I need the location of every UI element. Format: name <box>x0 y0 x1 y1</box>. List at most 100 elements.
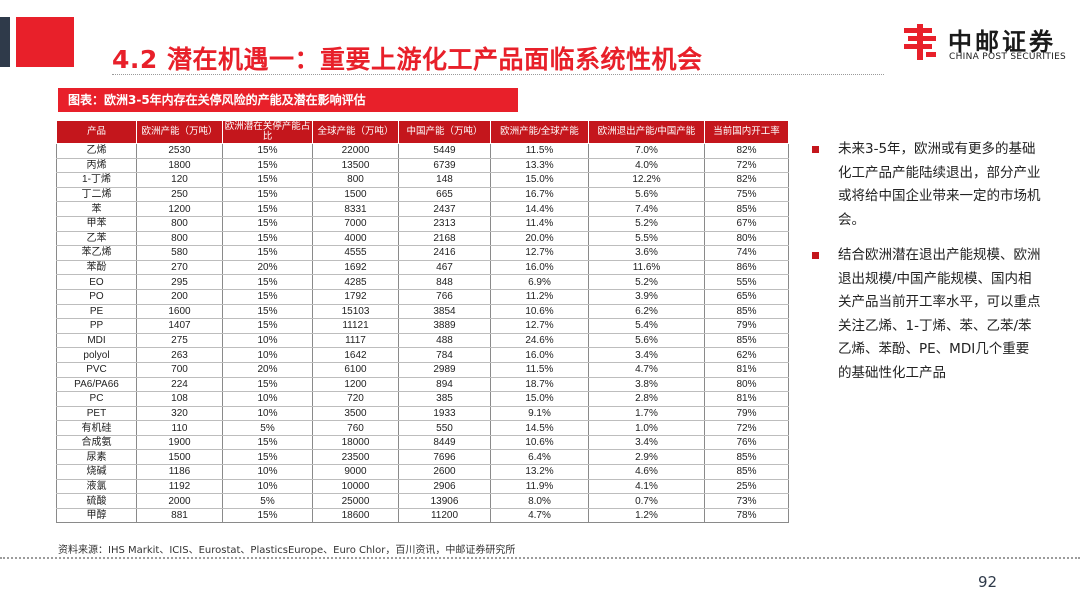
table-cell: PC <box>56 391 137 407</box>
table-cell: 848 <box>398 274 491 290</box>
table-cell: 13906 <box>398 493 491 509</box>
footer-divider <box>0 557 1080 559</box>
header-utilization: 当前国内开工率 <box>704 120 789 144</box>
table-cell: 10.6% <box>490 435 589 451</box>
table-cell: 15.0% <box>490 172 589 188</box>
table-cell: 合成氨 <box>56 435 137 451</box>
table-cell: 3500 <box>312 406 399 422</box>
table-cell: 2437 <box>398 201 491 217</box>
table-cell: 1600 <box>136 304 223 320</box>
page-number: 92 <box>978 573 998 591</box>
table-cell: 550 <box>398 420 491 436</box>
logo-chinese-name: 中邮证券 <box>948 28 1056 56</box>
table-row: EO 295 15% 4285 848 6.9% 5.2% 55% <box>56 274 789 290</box>
table-cell: 20% <box>222 362 313 378</box>
table-cell: 4000 <box>312 231 399 247</box>
table-cell: 10% <box>222 406 313 422</box>
table-row: PVC 700 20% 6100 2989 11.5% 4.7% 81% <box>56 362 789 378</box>
table-cell: 72% <box>704 420 789 436</box>
table-cell: 55% <box>704 274 789 290</box>
table-cell: 120 <box>136 172 223 188</box>
table-cell: 800 <box>312 172 399 188</box>
source-note: 资料来源：IHS Markit、ICIS、Eurostat、PlasticsEu… <box>58 545 516 556</box>
table-cell: 11.5% <box>490 362 589 378</box>
table-cell: 74% <box>704 245 789 261</box>
header-exit-china-ratio: 欧洲退出产能/中国产能 <box>588 120 705 144</box>
table-cell: 9.1% <box>490 406 589 422</box>
table-cell: 85% <box>704 304 789 320</box>
table-cell: 16.7% <box>490 187 589 203</box>
table-cell: 2.8% <box>588 391 705 407</box>
table-cell: 5449 <box>398 143 491 159</box>
table-row: 1-丁烯 120 15% 800 148 15.0% 12.2% 82% <box>56 172 789 188</box>
table-cell: 760 <box>312 420 399 436</box>
table-row: 有机硅 110 5% 760 550 14.5% 1.0% 72% <box>56 420 789 436</box>
table-cell: PE <box>56 304 137 320</box>
table-cell: 4.0% <box>588 158 705 174</box>
table-cell: MDI <box>56 333 137 349</box>
table-cell: 1.0% <box>588 420 705 436</box>
table-cell: 3.4% <box>588 435 705 451</box>
table-cell: 10% <box>222 347 313 363</box>
header-europe-capacity: 欧洲产能（万吨） <box>136 120 223 144</box>
table-cell: 14.5% <box>490 420 589 436</box>
table-cell: 18600 <box>312 508 399 524</box>
table-cell: 1692 <box>312 260 399 276</box>
table-cell: 烧碱 <box>56 464 137 480</box>
table-cell: 4.7% <box>588 362 705 378</box>
table-cell: 15.0% <box>490 391 589 407</box>
header-product: 产品 <box>56 120 137 144</box>
table-cell: 15% <box>222 435 313 451</box>
table-cell: 20.0% <box>490 231 589 247</box>
table-cell: 720 <box>312 391 399 407</box>
table-cell: 13500 <box>312 158 399 174</box>
table-cell: PET <box>56 406 137 422</box>
table-cell: 1933 <box>398 406 491 422</box>
table-cell: 5.4% <box>588 318 705 334</box>
table-cell: 2530 <box>136 143 223 159</box>
table-cell: 85% <box>704 464 789 480</box>
table-cell: 10% <box>222 333 313 349</box>
table-cell: 1.7% <box>588 406 705 422</box>
header-shutdown-share: 欧洲潜在关停产能占比 <box>222 120 313 144</box>
table-cell: 11.9% <box>490 479 589 495</box>
table-cell: 12.7% <box>490 318 589 334</box>
table-cell: 5% <box>222 493 313 509</box>
table-cell: 16.0% <box>490 260 589 276</box>
table-cell: 甲醇 <box>56 508 137 524</box>
table-cell: 7.4% <box>588 201 705 217</box>
table-cell: 320 <box>136 406 223 422</box>
table-cell: 15% <box>222 304 313 320</box>
table-cell: 尿素 <box>56 449 137 466</box>
header-china-capacity: 中国产能（万吨） <box>398 120 491 144</box>
table-cell: 1-丁烯 <box>56 172 137 188</box>
table-cell: 15% <box>222 508 313 524</box>
slide-title: 4.2 潜在机遇一：重要上游化工产品面临系统性机会 <box>112 45 703 74</box>
table-cell: 15% <box>222 201 313 217</box>
table-cell: 7000 <box>312 216 399 232</box>
bullet-square-icon <box>812 146 819 153</box>
corner-dark-block <box>0 17 10 67</box>
table-row: MDI 275 10% 1117 488 24.6% 5.6% 85% <box>56 333 789 349</box>
table-cell: 3.6% <box>588 245 705 261</box>
table-cell: 15103 <box>312 304 399 320</box>
table-cell: 16.0% <box>490 347 589 363</box>
table-cell: 385 <box>398 391 491 407</box>
table-cell: 15% <box>222 289 313 305</box>
table-cell: 3.9% <box>588 289 705 305</box>
table-cell: 81% <box>704 362 789 378</box>
table-cell: 13.2% <box>490 464 589 480</box>
table-cell: 15% <box>222 216 313 232</box>
table-cell: 76% <box>704 435 789 451</box>
table-cell: 6.4% <box>490 449 589 466</box>
table-cell: 10.6% <box>490 304 589 320</box>
table-cell: 4.1% <box>588 479 705 495</box>
table-cell: 20% <box>222 260 313 276</box>
table-cell: 11121 <box>312 318 399 334</box>
table-cell: 85% <box>704 201 789 217</box>
table-cell: 86% <box>704 260 789 276</box>
table-cell: 6.9% <box>490 274 589 290</box>
table-cell: 6.2% <box>588 304 705 320</box>
table-cell: 295 <box>136 274 223 290</box>
table-cell: 7696 <box>398 449 491 466</box>
